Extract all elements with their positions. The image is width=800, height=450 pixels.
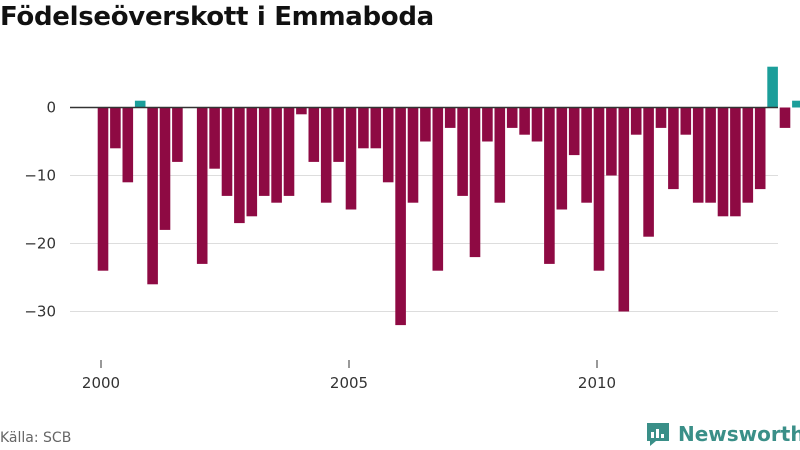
chart-title: Födelseöverskott i Emmaboda — [0, 2, 434, 32]
bar — [407, 107, 419, 203]
bar — [147, 107, 158, 285]
bar — [159, 107, 171, 230]
bar — [308, 107, 320, 162]
bar — [172, 107, 183, 162]
bar — [519, 107, 530, 135]
bar — [767, 66, 778, 108]
bar — [593, 107, 605, 271]
bar — [779, 107, 791, 128]
bar — [345, 107, 357, 210]
bar — [792, 100, 800, 108]
y-tick-label: −10 — [24, 167, 56, 185]
bar — [692, 107, 704, 203]
bar — [370, 107, 382, 149]
bar — [717, 107, 729, 217]
bar — [134, 100, 146, 108]
bar — [630, 107, 642, 135]
bar — [606, 107, 617, 176]
bar — [544, 107, 555, 264]
bar — [296, 107, 307, 115]
bar — [581, 107, 592, 203]
bar — [444, 107, 456, 128]
bar — [655, 107, 667, 128]
bar — [358, 107, 369, 149]
bar — [221, 107, 233, 196]
bar — [668, 107, 679, 190]
bar — [97, 107, 109, 271]
x-tick-label: 2005 — [330, 374, 368, 392]
brand-logo: Newsworthy — [644, 420, 800, 448]
bar — [494, 107, 506, 203]
bar — [122, 107, 134, 183]
bar — [457, 107, 468, 196]
x-tick-label: 2010 — [578, 374, 616, 392]
y-tick-label: −30 — [24, 303, 56, 321]
bar — [420, 107, 431, 142]
bar — [754, 107, 766, 190]
bar — [568, 107, 580, 156]
bar — [705, 107, 716, 203]
bar — [271, 107, 282, 203]
bar — [110, 107, 121, 149]
bar — [320, 107, 332, 203]
bar — [382, 107, 394, 183]
bar — [680, 107, 692, 135]
bar — [258, 107, 270, 196]
bar — [618, 107, 630, 312]
y-tick-label: 0 — [46, 99, 56, 117]
bar — [742, 107, 754, 203]
x-tick-label: 2000 — [82, 374, 120, 392]
bar — [469, 107, 481, 258]
bar — [333, 107, 344, 162]
bar — [395, 107, 406, 326]
bar — [246, 107, 258, 217]
y-tick-label: −20 — [24, 235, 56, 253]
bar — [643, 107, 654, 237]
bar — [283, 107, 295, 196]
bar — [482, 107, 493, 142]
bar — [531, 107, 543, 142]
bar — [556, 107, 568, 210]
newsworthy-icon — [647, 423, 669, 446]
bar — [234, 107, 245, 224]
bar — [506, 107, 518, 128]
bar — [432, 107, 444, 271]
source-note: Källa: SCB — [0, 430, 72, 446]
bar — [196, 107, 208, 264]
brand-name: Newsworthy — [678, 422, 800, 446]
bar — [209, 107, 220, 169]
bar — [730, 107, 741, 217]
